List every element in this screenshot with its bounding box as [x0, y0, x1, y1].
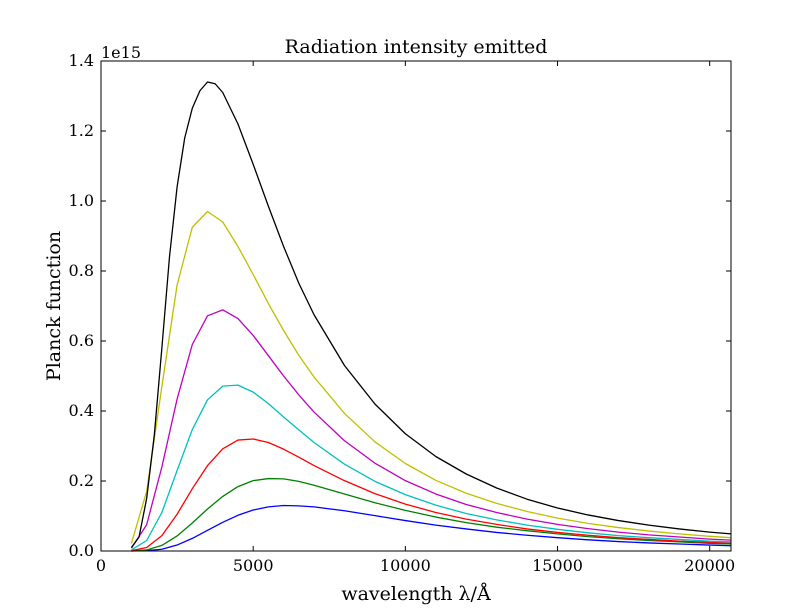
series-line-5: [130, 309, 732, 549]
series-line-3: [131, 438, 732, 552]
x-tick-label: 0: [96, 556, 106, 575]
chart-title: Radiation intensity emitted: [285, 36, 548, 58]
y-tick-label: 0.4: [69, 401, 94, 420]
y-tick-label: 0.0: [69, 541, 94, 560]
series-line-1: [131, 504, 732, 552]
y-axis-label: Planck function: [43, 231, 65, 381]
tick-layer: 0 5000 10000 15000 20000 0.0 0.2 0.4 0.6 0.8 1.0 1.…: [69, 51, 736, 575]
y-tick-label: 1.0: [69, 191, 94, 210]
y-tick-label: 1.4: [69, 51, 94, 70]
series-line-7: [130, 81, 732, 548]
y-tick-label: 0.8: [69, 261, 94, 280]
y-tick-label: 1.2: [69, 121, 94, 140]
series-line-2: [131, 477, 732, 552]
x-tick-label: 20000: [684, 556, 735, 575]
y-tick-label: 0.6: [69, 331, 94, 350]
y-tick-label: 0.2: [69, 471, 94, 490]
y-offset-label: 1e15: [101, 43, 141, 62]
x-tick-label: 5000: [233, 556, 274, 575]
series-line-6: [130, 210, 732, 544]
plot-frame: [100, 60, 732, 552]
series-layer: [130, 81, 732, 552]
series-line-4: [131, 384, 732, 551]
x-tick-label: 10000: [380, 556, 431, 575]
x-tick-label: 15000: [532, 556, 583, 575]
x-axis-label: wavelength λ/Å: [341, 583, 491, 605]
